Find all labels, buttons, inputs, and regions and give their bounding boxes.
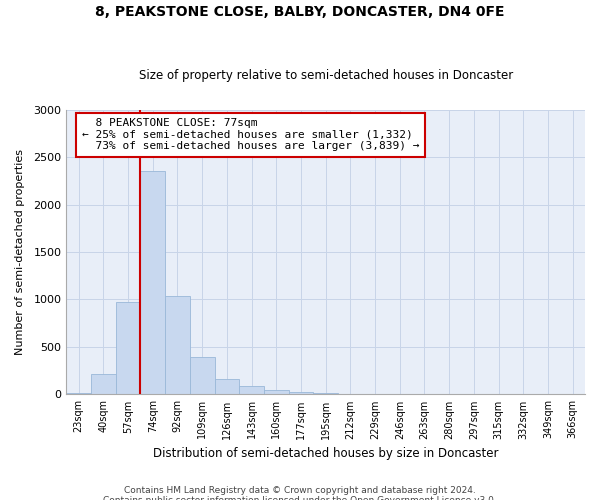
- Bar: [140, 172, 165, 394]
- Bar: [91, 374, 116, 394]
- Bar: [165, 296, 190, 394]
- Text: 8, PEAKSTONE CLOSE, BALBY, DONCASTER, DN4 0FE: 8, PEAKSTONE CLOSE, BALBY, DONCASTER, DN…: [95, 5, 505, 19]
- Text: 8 PEAKSTONE CLOSE: 77sqm
← 25% of semi-detached houses are smaller (1,332)
  73%: 8 PEAKSTONE CLOSE: 77sqm ← 25% of semi-d…: [82, 118, 419, 152]
- Bar: [239, 386, 264, 394]
- Bar: [289, 392, 313, 394]
- Title: Size of property relative to semi-detached houses in Doncaster: Size of property relative to semi-detach…: [139, 69, 513, 82]
- Bar: [116, 302, 140, 394]
- Text: Contains public sector information licensed under the Open Government Licence v3: Contains public sector information licen…: [103, 496, 497, 500]
- Text: Contains HM Land Registry data © Crown copyright and database right 2024.: Contains HM Land Registry data © Crown c…: [124, 486, 476, 495]
- Bar: [215, 379, 239, 394]
- Bar: [190, 358, 215, 395]
- Bar: [264, 390, 289, 394]
- Y-axis label: Number of semi-detached properties: Number of semi-detached properties: [15, 149, 25, 355]
- X-axis label: Distribution of semi-detached houses by size in Doncaster: Distribution of semi-detached houses by …: [153, 447, 499, 460]
